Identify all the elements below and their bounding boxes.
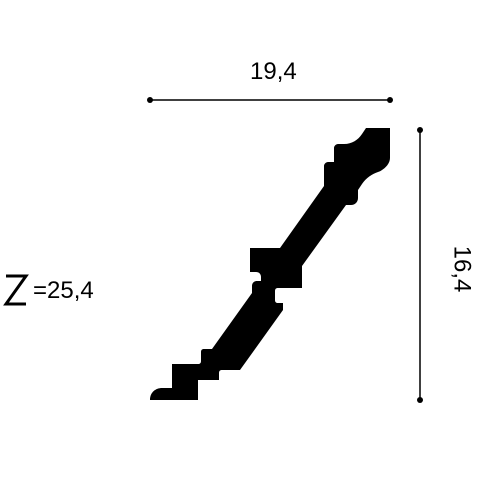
width-dimension-label: 19,4 (250, 58, 297, 86)
right-dimension-line (417, 127, 423, 403)
top-dimension-line (147, 97, 393, 103)
dim-marker (417, 127, 423, 133)
diagram-canvas: 19,4 16,4 =25,4 (0, 0, 500, 500)
diagonal-length-icon (6, 276, 26, 304)
dim-marker (417, 397, 423, 403)
molding-profile (150, 128, 390, 400)
dim-marker (387, 97, 393, 103)
diagonal-dimension-label: =25,4 (33, 277, 94, 305)
dim-marker (147, 97, 153, 103)
height-dimension-label: 16,4 (447, 246, 475, 293)
